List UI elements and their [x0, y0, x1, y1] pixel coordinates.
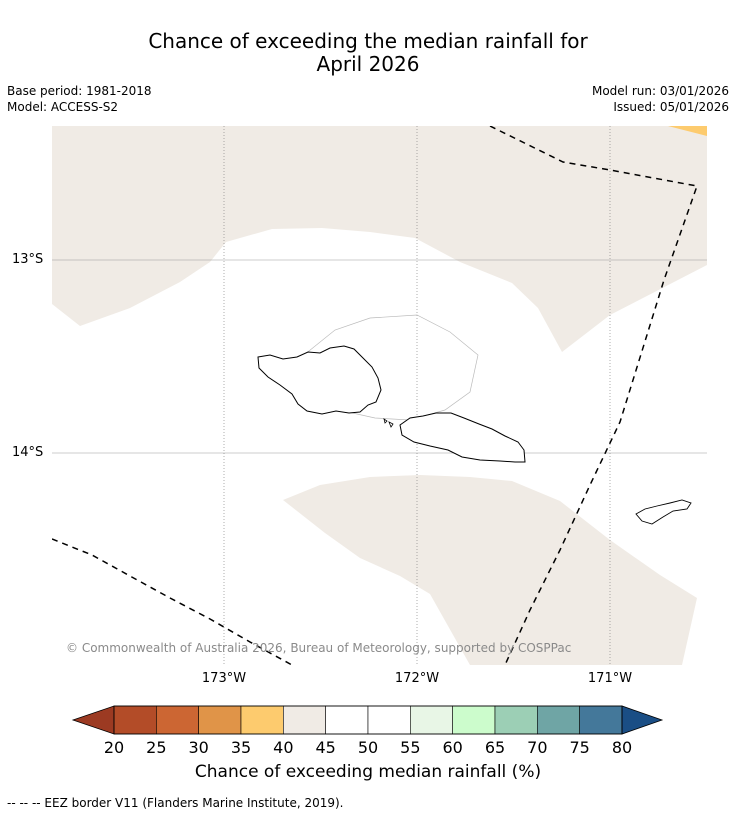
colorbar-tick-label: 20 — [103, 738, 125, 757]
title-line-2: April 2026 — [316, 52, 420, 76]
colorbar-segment — [113, 705, 157, 735]
colorbar-tick-label: 60 — [442, 738, 463, 757]
model-name: Model: ACCESS-S2 — [7, 100, 119, 114]
colorbar-title: Chance of exceeding median rainfall (%) — [194, 762, 542, 782]
meta-right: Model run: 03/01/2026 Issued: 05/01/2026 — [592, 83, 729, 115]
colorbar-tick-label: 80 — [611, 738, 633, 757]
copyright-notice: © Commonwealth of Australia 2026, Bureau… — [66, 641, 572, 655]
colorbar-segment — [579, 705, 623, 735]
tutuila-island — [635, 499, 692, 525]
eez-footnote: -- -- -- EEZ border V11 (Flanders Marine… — [7, 796, 344, 810]
savaii-island — [257, 345, 382, 415]
issued-date: Issued: 05/01/2026 — [613, 100, 729, 114]
colorbar-segment — [283, 705, 326, 735]
colorbar-tick-label: 65 — [484, 738, 506, 757]
colorbar-tick-label: 40 — [273, 738, 294, 757]
probability-region-corner — [668, 126, 707, 136]
colorbar-tick-label: 45 — [315, 738, 336, 757]
manono-island — [383, 418, 394, 428]
colorbar-segment — [198, 705, 242, 735]
colorbar-tick-label: 25 — [146, 738, 167, 757]
model-run: Model run: 03/01/2026 — [591, 84, 729, 98]
lon-label-173w: 173°W — [201, 671, 247, 686]
colorbar-segment — [494, 705, 538, 735]
lon-label-172w: 172°W — [394, 671, 440, 686]
colorbar-extend-high — [621, 705, 664, 735]
colorbar-segment — [156, 705, 199, 735]
probability-region-south — [283, 475, 697, 665]
colorbar-segment — [452, 705, 496, 735]
lon-label-171w: 171°W — [587, 671, 633, 686]
upolu-island — [399, 412, 526, 463]
colorbar-tick-label: 55 — [400, 738, 421, 757]
map-area — [52, 126, 707, 665]
colorbar-segment — [537, 705, 580, 735]
colorbar-segment — [410, 705, 453, 735]
eez-border-south — [52, 538, 293, 665]
lat-label-13s: 13°S — [12, 252, 44, 267]
colorbar-outline — [113, 705, 623, 735]
colorbar — [71, 705, 664, 735]
lat-label-14s: 14°S — [12, 445, 44, 460]
eez-border-east — [489, 126, 698, 665]
probability-region-north — [52, 126, 707, 352]
colorbar-tick-label: 30 — [188, 738, 209, 757]
title-line-1: Chance of exceeding the median rainfall … — [148, 29, 588, 53]
colorbar-extend-low — [71, 705, 115, 735]
meta-left: Base period: 1981-2018 Model: ACCESS-S2 — [7, 83, 152, 115]
map-title: Chance of exceeding the median rainfall … — [0, 30, 736, 76]
colorbar-tick-label: 35 — [230, 738, 252, 757]
colorbar-tick-label: 50 — [357, 738, 379, 757]
base-period: Base period: 1981-2018 — [7, 84, 152, 98]
colorbar-tick-label: 75 — [569, 738, 590, 757]
colorbar-segment — [325, 705, 369, 735]
colorbar-segment — [240, 705, 284, 735]
colorbar-tick-label: 70 — [527, 738, 548, 757]
colorbar-segment — [367, 705, 411, 735]
